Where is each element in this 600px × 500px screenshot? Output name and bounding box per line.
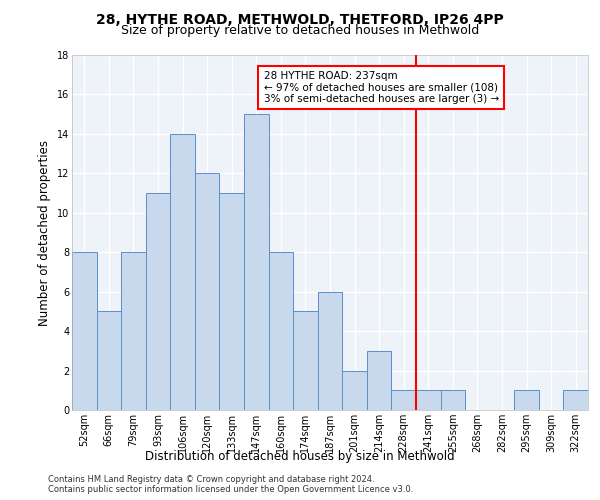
Bar <box>146 193 170 410</box>
Bar <box>269 252 293 410</box>
Bar <box>170 134 195 410</box>
Bar <box>244 114 269 410</box>
Bar <box>220 193 244 410</box>
Y-axis label: Number of detached properties: Number of detached properties <box>38 140 51 326</box>
Bar <box>195 174 220 410</box>
Bar <box>72 252 97 410</box>
Text: Distribution of detached houses by size in Methwold: Distribution of detached houses by size … <box>145 450 455 463</box>
Bar <box>342 370 367 410</box>
Bar <box>97 312 121 410</box>
Bar <box>293 312 318 410</box>
Text: Size of property relative to detached houses in Methwold: Size of property relative to detached ho… <box>121 24 479 37</box>
Bar <box>391 390 416 410</box>
Bar <box>514 390 539 410</box>
Bar <box>367 351 391 410</box>
Text: Contains HM Land Registry data © Crown copyright and database right 2024.
Contai: Contains HM Land Registry data © Crown c… <box>48 474 413 494</box>
Bar <box>416 390 440 410</box>
Text: 28, HYTHE ROAD, METHWOLD, THETFORD, IP26 4PP: 28, HYTHE ROAD, METHWOLD, THETFORD, IP26… <box>96 12 504 26</box>
Text: 28 HYTHE ROAD: 237sqm
← 97% of detached houses are smaller (108)
3% of semi-deta: 28 HYTHE ROAD: 237sqm ← 97% of detached … <box>263 71 499 104</box>
Bar <box>440 390 465 410</box>
Bar <box>121 252 146 410</box>
Bar <box>318 292 342 410</box>
Bar <box>563 390 588 410</box>
